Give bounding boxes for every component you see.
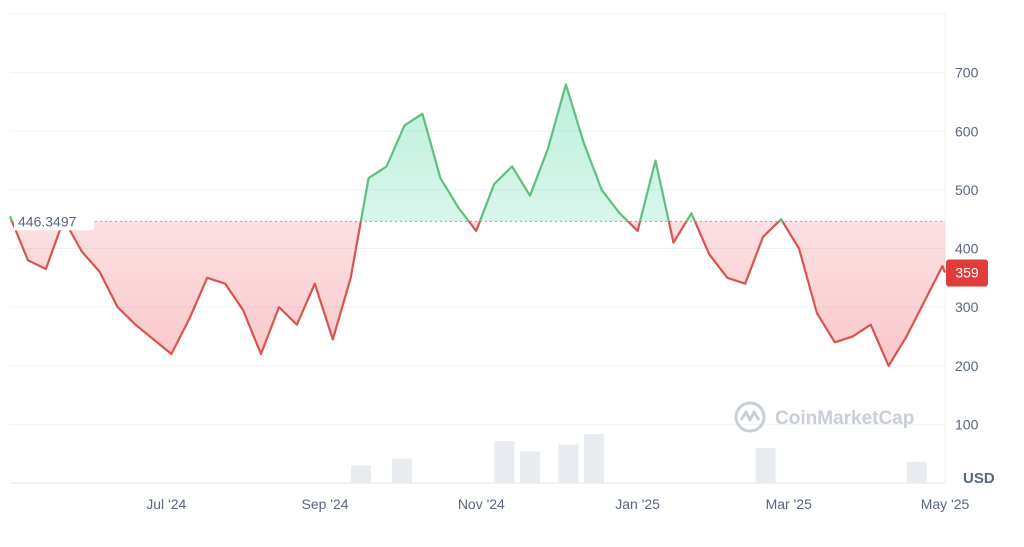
volume-bar [520,451,541,483]
y-tick-label: 400 [955,241,979,257]
watermark-text: CoinMarketCap [775,408,914,429]
y-tick-label: 600 [955,123,979,139]
coinmarketcap-logo-icon [734,401,766,433]
price-line-above [8,83,784,222]
current-price-value: 359 [955,265,979,281]
y-tick-label: 100 [955,416,979,432]
volume-bar [906,462,927,483]
volume-bars [350,434,927,483]
price-lines [8,83,947,367]
x-tick-label: Mar '25 [766,496,812,512]
coinmarketcap-watermark: CoinMarketCap [734,401,914,433]
x-tick-label: Sep '24 [302,496,349,512]
volume-bar [755,448,776,483]
y-tick-label: 500 [955,182,979,198]
x-tick-label: Jan '25 [615,496,660,512]
reference-label: 446.3497 [14,210,94,231]
price-line-below [10,221,947,367]
volume-bar [584,434,605,483]
volume-bar [558,444,579,483]
x-tick-label: Nov '24 [458,496,505,512]
volume-bar [391,458,412,483]
y-unit-label: USD [963,470,995,487]
y-axis: 100 200 300 400 500 600 700 [955,65,979,433]
y-tick-label: 700 [955,65,979,81]
volume-bar [494,441,515,483]
x-tick-label: May '25 [921,496,970,512]
y-tick-label: 300 [955,299,979,315]
y-tick-label: 200 [955,358,979,374]
volume-bar [350,465,371,483]
reference-value-label: 446.3497 [18,213,77,229]
current-price-tag[interactable]: 359 [946,259,988,287]
x-tick-label: Jul '24 [146,496,186,512]
x-axis: Jul '24 Sep '24 Nov '24 Jan '25 Mar '25 May '… [146,496,969,512]
